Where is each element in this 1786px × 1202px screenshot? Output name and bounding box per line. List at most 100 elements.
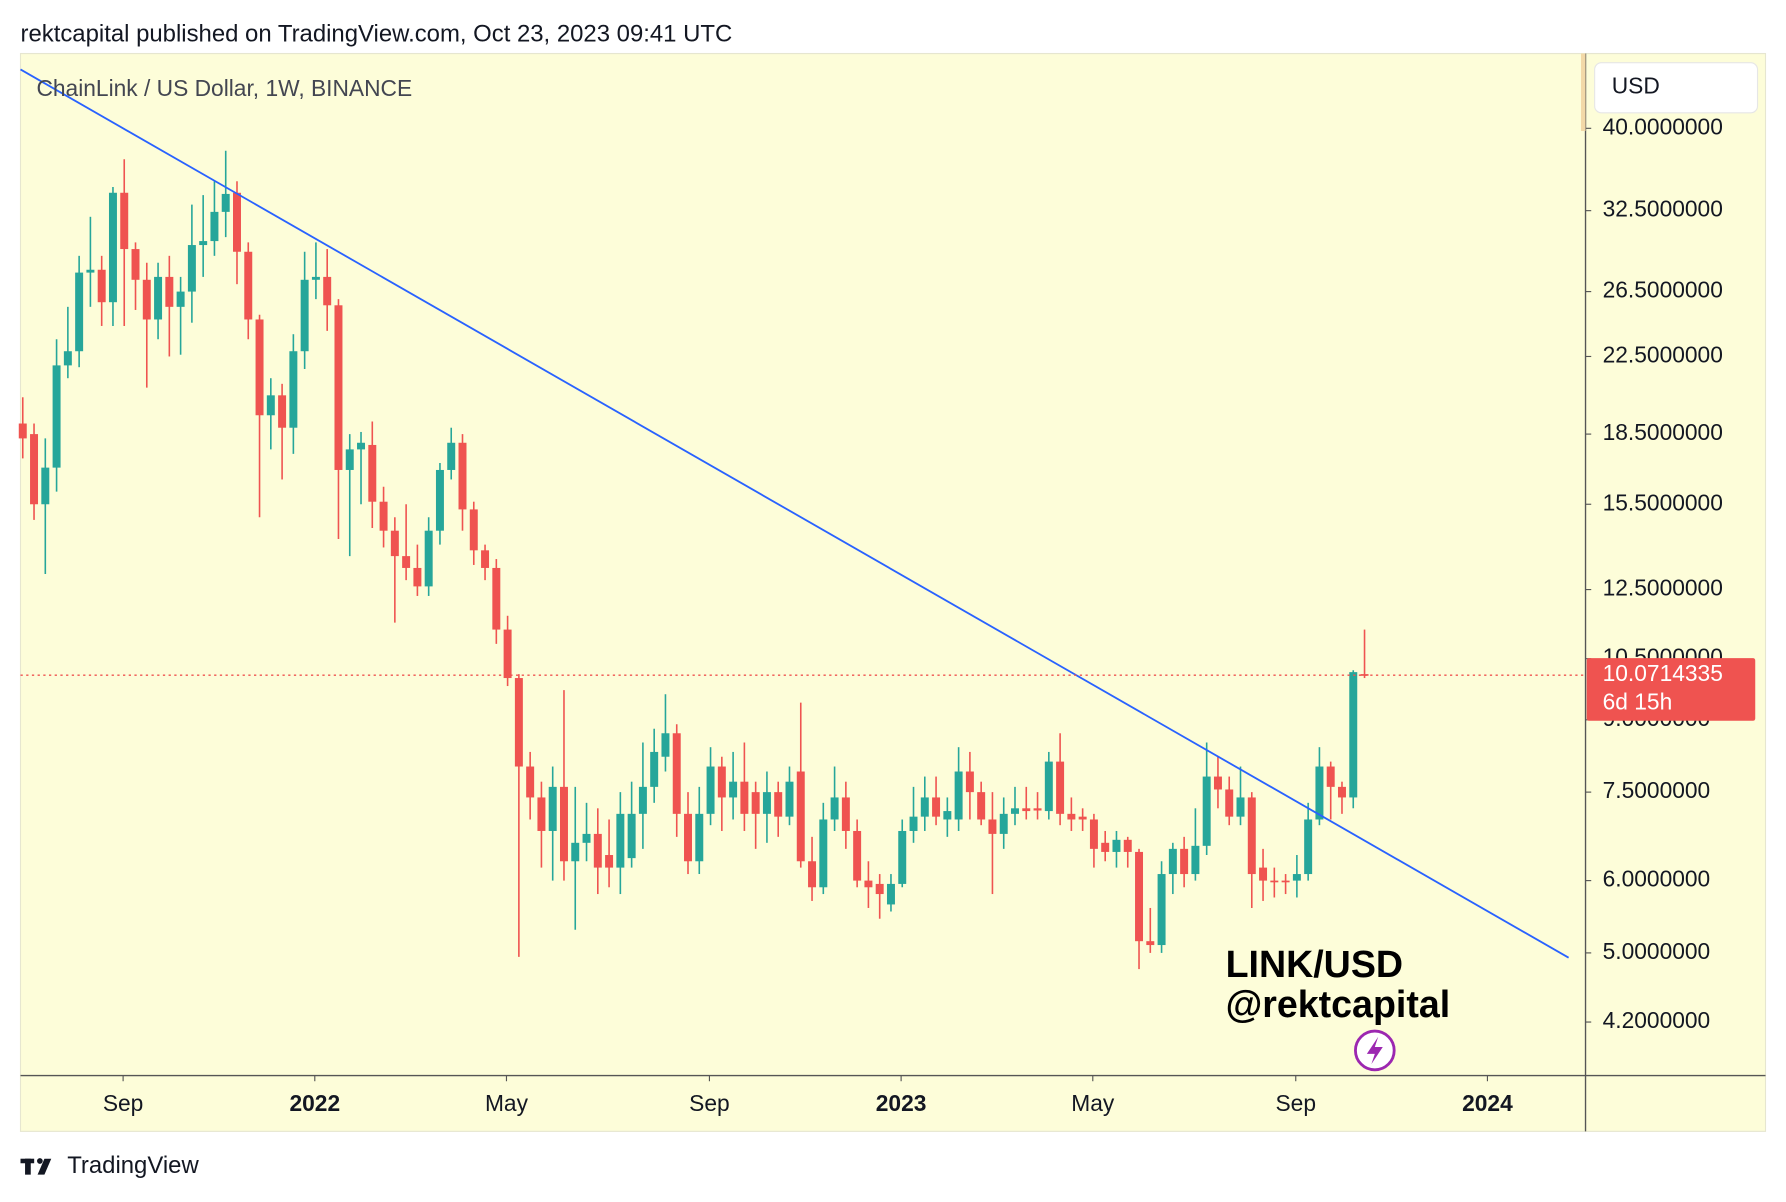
- candle-body: [165, 276, 174, 307]
- candle-body: [458, 442, 467, 510]
- candle-body: [1202, 776, 1211, 846]
- candle-body: [63, 351, 72, 366]
- candle-body: [1157, 874, 1166, 946]
- candle-body: [1123, 839, 1132, 852]
- candle-body: [1337, 786, 1346, 798]
- candle-body: [435, 469, 444, 531]
- chart-background: [19, 52, 1767, 1132]
- candle-body: [323, 276, 332, 306]
- candle-body: [492, 567, 501, 630]
- candle-body: [1292, 874, 1301, 881]
- y-tick-label: 22.5000000: [1603, 341, 1723, 367]
- candle-body: [142, 279, 151, 320]
- candle-body: [379, 501, 388, 531]
- footer-brand: TradingView: [67, 1152, 199, 1179]
- x-tick-label: Sep: [689, 1090, 730, 1116]
- y-tick-label: 7.5000000: [1603, 777, 1711, 803]
- candle-body: [1146, 941, 1155, 946]
- candle-body: [841, 797, 850, 831]
- candle-body: [559, 786, 568, 862]
- candle-body: [695, 813, 704, 862]
- candle-body: [1349, 672, 1358, 798]
- x-tick-label: Sep: [103, 1090, 144, 1116]
- candle-body: [154, 276, 163, 320]
- candle-body: [1011, 808, 1019, 814]
- candle-body: [1191, 845, 1200, 875]
- candle-body: [390, 530, 399, 557]
- candle-body: [345, 449, 354, 470]
- y-tick-label: 18.5000000: [1603, 419, 1723, 445]
- y-tick-label: 26.5000000: [1603, 277, 1723, 303]
- candle-body: [717, 766, 726, 798]
- candle-body: [233, 192, 241, 252]
- y-tick-label: 12.5000000: [1603, 575, 1723, 601]
- candle-body: [864, 880, 873, 888]
- candle-body: [300, 279, 309, 352]
- candle-body: [593, 833, 602, 868]
- candle-body: [176, 291, 185, 307]
- candle-body: [1225, 789, 1234, 817]
- publish-header: rektcapital published on TradingView.com…: [21, 21, 733, 48]
- candle-body: [424, 530, 433, 587]
- candle-body: [120, 192, 129, 250]
- candle-body: [255, 319, 264, 416]
- candle-body: [481, 550, 490, 568]
- candle-body: [661, 733, 670, 757]
- last-price-label: 10.0714335: [1603, 660, 1723, 686]
- y-tick-label: 32.5000000: [1603, 196, 1723, 222]
- candle-body: [1078, 816, 1087, 820]
- candle-body: [1067, 813, 1076, 820]
- candle-body: [244, 251, 253, 320]
- candle-body: [1315, 766, 1324, 820]
- candle-body: [571, 842, 580, 862]
- candle-body: [131, 249, 140, 280]
- candle-body: [537, 797, 546, 831]
- candle-body: [582, 833, 591, 843]
- candle-body: [830, 797, 839, 820]
- candle-body: [469, 509, 478, 551]
- candle-body: [762, 792, 771, 814]
- candle-body: [616, 813, 625, 868]
- candle-body: [1089, 819, 1098, 849]
- last-price-tag: [1586, 658, 1756, 721]
- currency-button[interactable]: [1594, 62, 1759, 114]
- candle-body: [334, 305, 343, 470]
- candle-body: [199, 241, 208, 246]
- candle-body: [650, 751, 659, 787]
- candle-body: [605, 855, 614, 868]
- x-tick-label: 2023: [876, 1090, 927, 1116]
- annotation: LINK/USD: [1226, 943, 1403, 985]
- candle-body: [1180, 848, 1189, 875]
- candle-body: [357, 442, 366, 450]
- candle-body: [278, 395, 287, 428]
- candle-body: [1044, 761, 1053, 812]
- candle-body: [1326, 766, 1335, 787]
- candle-body: [514, 678, 523, 767]
- x-tick-label: Sep: [1275, 1090, 1316, 1116]
- y-tick-label: 5.0000000: [1603, 938, 1711, 964]
- candle-body: [875, 883, 884, 895]
- candle-body: [932, 797, 941, 817]
- currency-label[interactable]: USD: [1612, 73, 1660, 99]
- candle-body: [988, 819, 997, 834]
- bar-countdown: 6d 15h: [1603, 689, 1673, 715]
- candle-body: [977, 792, 986, 820]
- scroll-indicator: [1580, 53, 1586, 132]
- x-tick-label: May: [485, 1090, 529, 1116]
- candle-body: [886, 883, 895, 905]
- annotation: @rektcapital: [1226, 983, 1451, 1025]
- candle-body: [368, 444, 377, 502]
- candle-body: [819, 819, 828, 888]
- candle-body: [729, 781, 738, 798]
- candle-body: [1247, 797, 1256, 875]
- symbol-title: ChainLink / US Dollar, 1W, BINANCE: [36, 75, 412, 101]
- candle-body: [684, 813, 692, 862]
- y-tick-label: 6.0000000: [1603, 866, 1711, 892]
- candle-body: [1056, 761, 1065, 814]
- candle-body: [1135, 851, 1144, 942]
- candle-body: [751, 792, 760, 814]
- candle-body: [1304, 819, 1313, 875]
- y-tick-label: 40.0000000: [1603, 113, 1723, 139]
- candle-body: [413, 567, 422, 587]
